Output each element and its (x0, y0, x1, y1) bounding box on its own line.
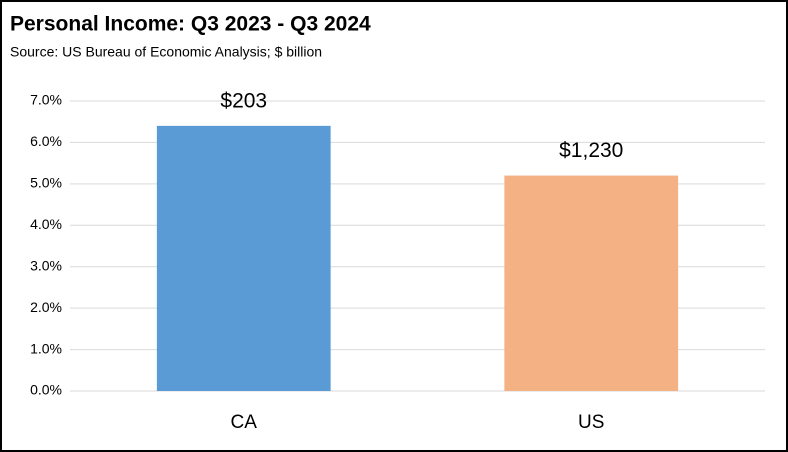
y-tick-label: 4.0% (30, 216, 62, 232)
chart-title: Personal Income: Q3 2023 - Q3 2024 (10, 13, 371, 36)
y-tick-label: 2.0% (30, 299, 62, 315)
y-tick-label: 6.0% (30, 133, 62, 149)
y-tick-label: 7.0% (30, 92, 62, 108)
y-tick-label: 1.0% (30, 340, 62, 356)
chart-subtitle: Source: US Bureau of Economic Analysis; … (10, 44, 322, 60)
y-tick-label: 5.0% (30, 175, 62, 191)
bar (156, 125, 331, 391)
bar (504, 175, 679, 391)
y-tick-label: 3.0% (30, 257, 62, 273)
bar-annotation: $1,230 (559, 139, 623, 162)
x-tick-label: CA (231, 412, 258, 433)
y-tick-label: 0.0% (30, 382, 62, 398)
bar-annotation: $203 (220, 89, 267, 112)
x-tick-label: US (578, 412, 604, 433)
